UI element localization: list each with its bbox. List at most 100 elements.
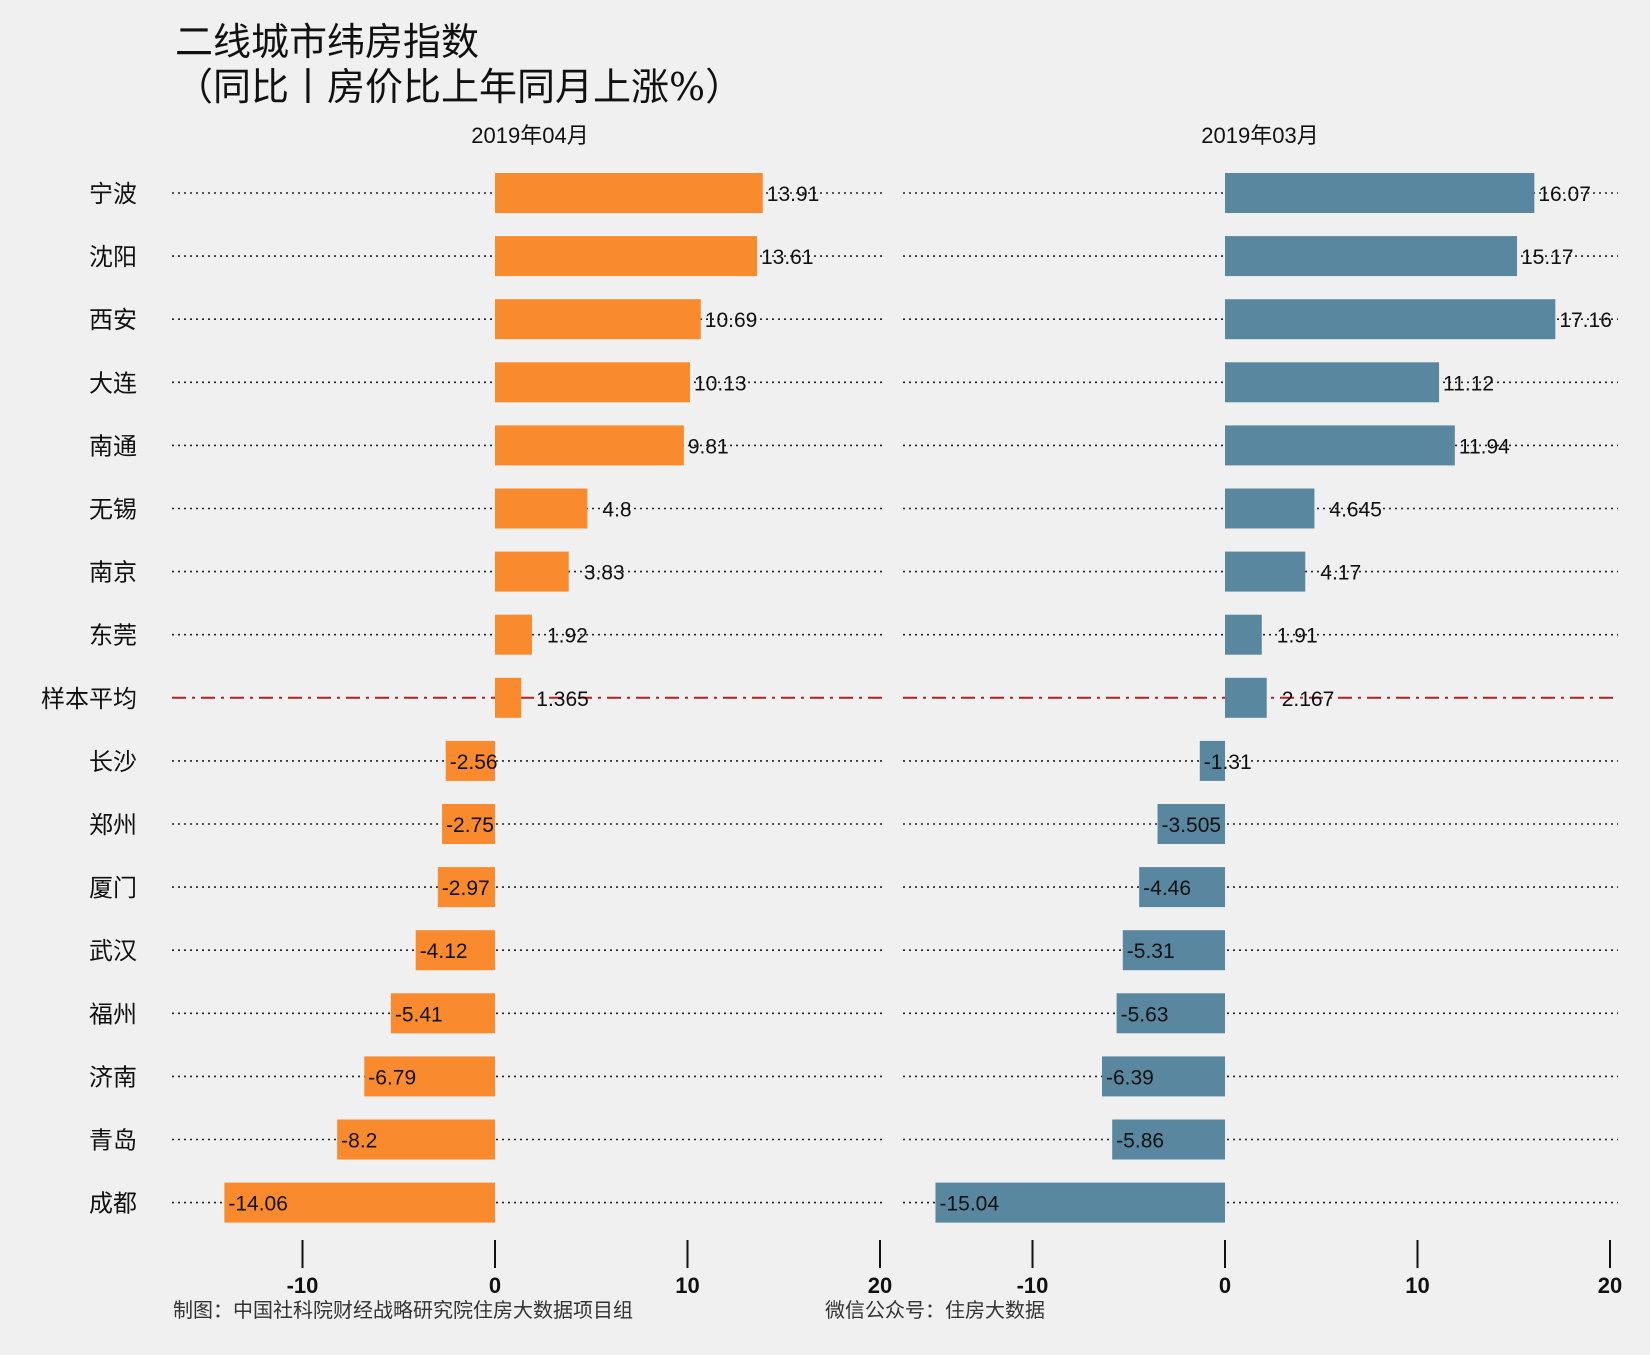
category-label: 宁波 [89,181,137,208]
right-tick-label: 10 [1405,1273,1429,1298]
left-value-label: -5.41 [395,1003,443,1026]
category-label: 无锡 [89,497,137,524]
right-bar [1225,425,1455,466]
category-label: 武汉 [89,938,137,965]
right-value-label: -5.86 [1116,1130,1164,1153]
right-bar [1225,488,1315,529]
right-value-label: -3.505 [1162,814,1222,837]
left-bar [495,488,588,529]
left-tick-label: 10 [675,1273,699,1298]
right-value-label: 1.91 [1277,625,1318,648]
left-value-label: -6.79 [368,1066,416,1089]
left-value-label: 4.8 [602,499,631,522]
left-bar [437,867,495,908]
right-value-label: -1.31 [1204,751,1252,774]
right-bar [1101,1056,1225,1097]
right-value-label: -4.46 [1143,877,1191,900]
left-value-label: 10.13 [694,372,747,395]
left-value-label: 3.83 [584,562,625,585]
left-bar [390,993,495,1034]
left-bar [495,236,757,277]
category-label: 厦门 [89,875,137,902]
left-value-label: 13.91 [767,183,820,206]
left-value-label: -8.2 [341,1130,377,1153]
category-label: 长沙 [89,749,137,776]
left-tick-label: -10 [287,1273,319,1298]
left-bar [364,1056,495,1097]
right-value-label: -6.39 [1106,1066,1154,1089]
right-bar [1112,1119,1225,1160]
footer-wechat: 微信公众号：住房大数据 [825,1299,1045,1322]
left-value-label: 9.81 [688,435,729,458]
right-tick-label: 0 [1219,1273,1231,1298]
right-bar [1139,867,1225,908]
right-bar [1122,930,1225,971]
category-label: 成都 [89,1191,137,1218]
right-bar [1225,299,1556,340]
left-bar [415,930,495,971]
left-bar [495,614,532,655]
left-bar [495,425,684,466]
left-bar [224,1182,495,1223]
right-panel: 16.07 15.17 17.16 11.12 11.94 4.645 4.17 1.91 2.… [903,173,1622,1298]
category-label: 大连 [89,370,137,397]
right-value-label: 17.16 [1559,309,1612,332]
left-bar [495,677,522,718]
right-bar [935,1182,1225,1223]
left-value-label: 13.61 [761,246,814,269]
right-bar [1116,993,1225,1034]
category-label: 南通 [89,433,137,460]
left-panel-title: 2019年04月 [471,123,588,148]
right-bar [1225,173,1535,213]
category-label: 济南 [89,1064,137,1091]
left-value-label: 10.69 [705,309,758,332]
category-label: 样本平均 [41,686,137,713]
right-bar [1225,677,1267,718]
left-bar [442,804,495,844]
right-value-label: 4.645 [1329,499,1382,522]
right-panel-title: 2019年03月 [1201,123,1318,148]
left-bar [337,1119,495,1160]
right-tick-label: -10 [1017,1273,1049,1298]
left-tick-label: 20 [868,1273,892,1298]
left-bar [495,173,763,213]
category-label: 南京 [89,560,137,587]
left-bar [495,551,569,592]
right-value-label: -5.63 [1121,1003,1169,1026]
right-value-label: 15.17 [1521,246,1574,269]
right-value-label: 16.07 [1538,183,1591,206]
right-value-label: -5.31 [1127,940,1175,963]
left-bar [495,362,691,403]
category-label: 青岛 [89,1128,137,1155]
left-value-label: 1.92 [547,625,588,648]
category-label: 沈阳 [89,244,137,271]
category-label: 郑州 [89,812,137,839]
right-bar [1225,362,1440,403]
left-tick-label: 0 [489,1273,501,1298]
left-value-label: 1.365 [536,688,589,711]
left-bar [445,740,495,781]
chart-title-line2: （同比丨房价比上年同月上涨%） [175,65,743,109]
left-value-label: -2.75 [446,814,494,837]
right-value-label: -15.04 [939,1193,999,1216]
category-label: 东莞 [89,623,137,650]
left-value-label: -4.12 [420,940,468,963]
right-tick-label: 20 [1598,1273,1622,1298]
left-value-label: -14.06 [228,1193,288,1216]
right-bar [1199,740,1225,781]
right-bar [1225,551,1306,592]
left-bar [495,299,701,340]
right-value-label: 11.94 [1459,435,1510,458]
right-bar [1157,804,1225,844]
right-bar [1225,614,1262,655]
left-value-label: -2.97 [442,877,490,900]
left-panel: 13.91 13.61 10.69 10.13 9.81 4.8 3.83 1.92 1.365… [172,173,892,1298]
right-bar [1225,236,1518,277]
category-label: 福州 [89,1001,137,1028]
left-value-label: -2.56 [450,751,498,774]
right-value-label: 2.167 [1282,688,1335,711]
